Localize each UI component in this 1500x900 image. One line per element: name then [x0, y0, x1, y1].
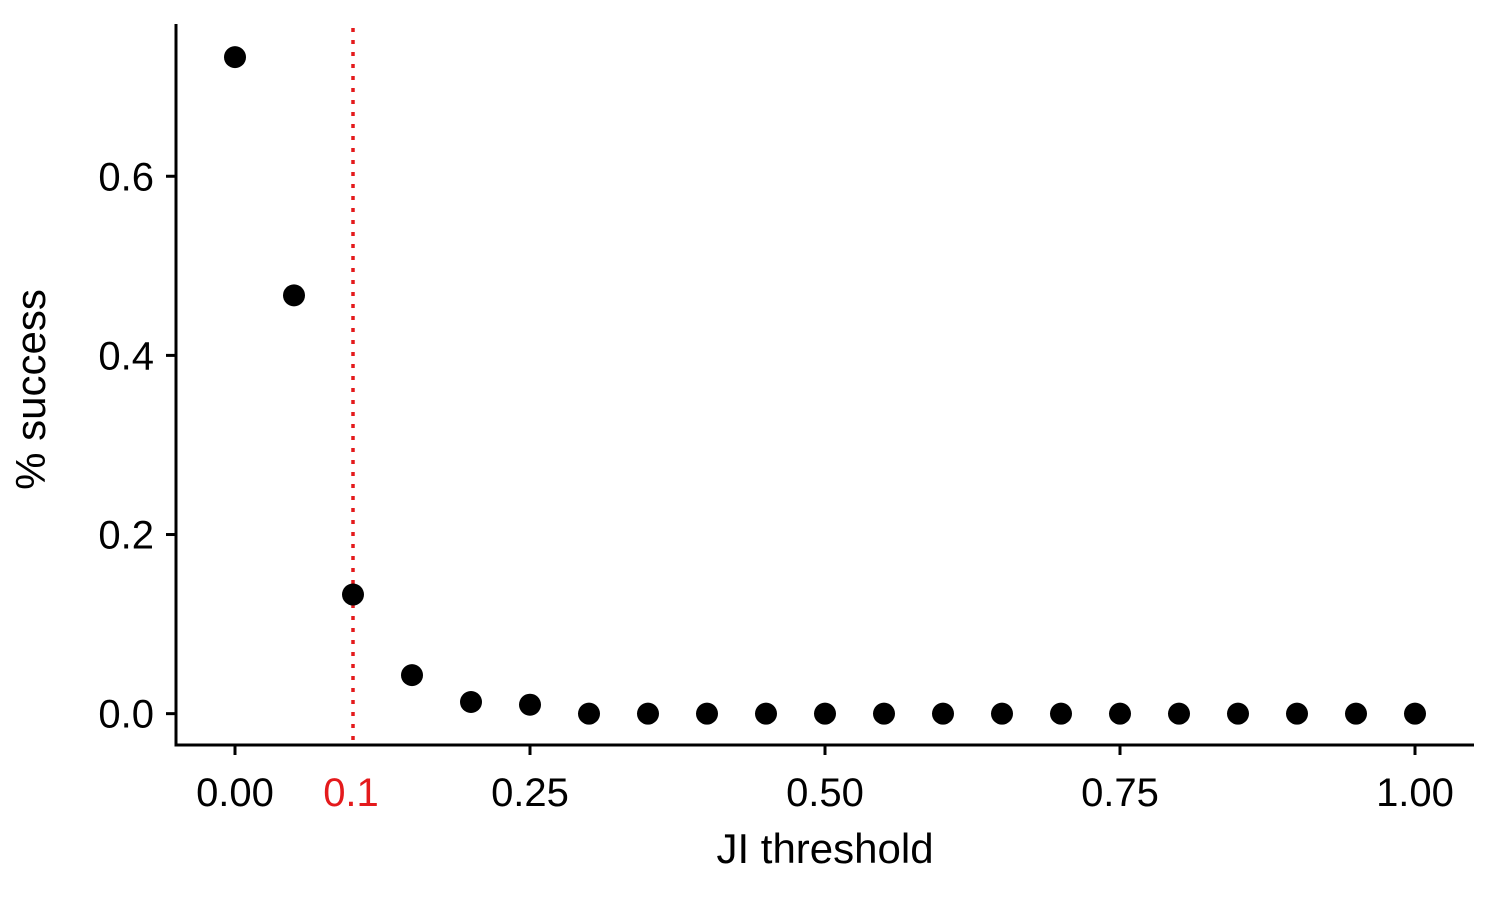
points-layer: [224, 46, 1426, 725]
data-point: [873, 702, 895, 725]
data-point: [1050, 702, 1072, 725]
data-point: [1227, 702, 1249, 725]
data-point: [519, 693, 541, 716]
labels-layer: 0.00 0.25 0.50 0.75 1.00 0.0 0.2 0.4 0.6 0.1: [98, 155, 1454, 815]
data-point: [1345, 702, 1367, 725]
data-point: [991, 702, 1013, 725]
data-point: [1168, 702, 1190, 725]
data-point: [224, 46, 246, 69]
data-point: [932, 702, 954, 725]
y-axis-title: % success: [7, 289, 54, 490]
data-point: [1109, 702, 1131, 725]
data-point: [401, 664, 423, 687]
data-point: [460, 691, 482, 714]
data-point: [1286, 702, 1308, 725]
x-tick-label: 0.75: [1081, 771, 1159, 815]
reference-line-label: 0.1: [323, 771, 379, 815]
x-axis-title: JI threshold: [716, 825, 933, 872]
x-tick-label: 0.50: [786, 771, 864, 815]
y-tick-label: 0.0: [98, 693, 154, 737]
axes-layer: [166, 24, 1474, 755]
data-point: [637, 702, 659, 725]
x-tick-label: 0.00: [196, 771, 274, 815]
y-tick-label: 0.6: [98, 155, 154, 199]
data-point: [755, 702, 777, 725]
y-tick-label: 0.4: [98, 334, 154, 378]
data-point: [283, 284, 305, 307]
data-point: [814, 702, 836, 725]
data-point: [342, 583, 364, 606]
x-tick-label: 1.00: [1376, 771, 1454, 815]
data-point: [1404, 702, 1426, 725]
data-point: [578, 702, 600, 725]
y-tick-label: 0.2: [98, 514, 154, 558]
x-tick-label: 0.25: [491, 771, 569, 815]
data-point: [696, 702, 718, 725]
